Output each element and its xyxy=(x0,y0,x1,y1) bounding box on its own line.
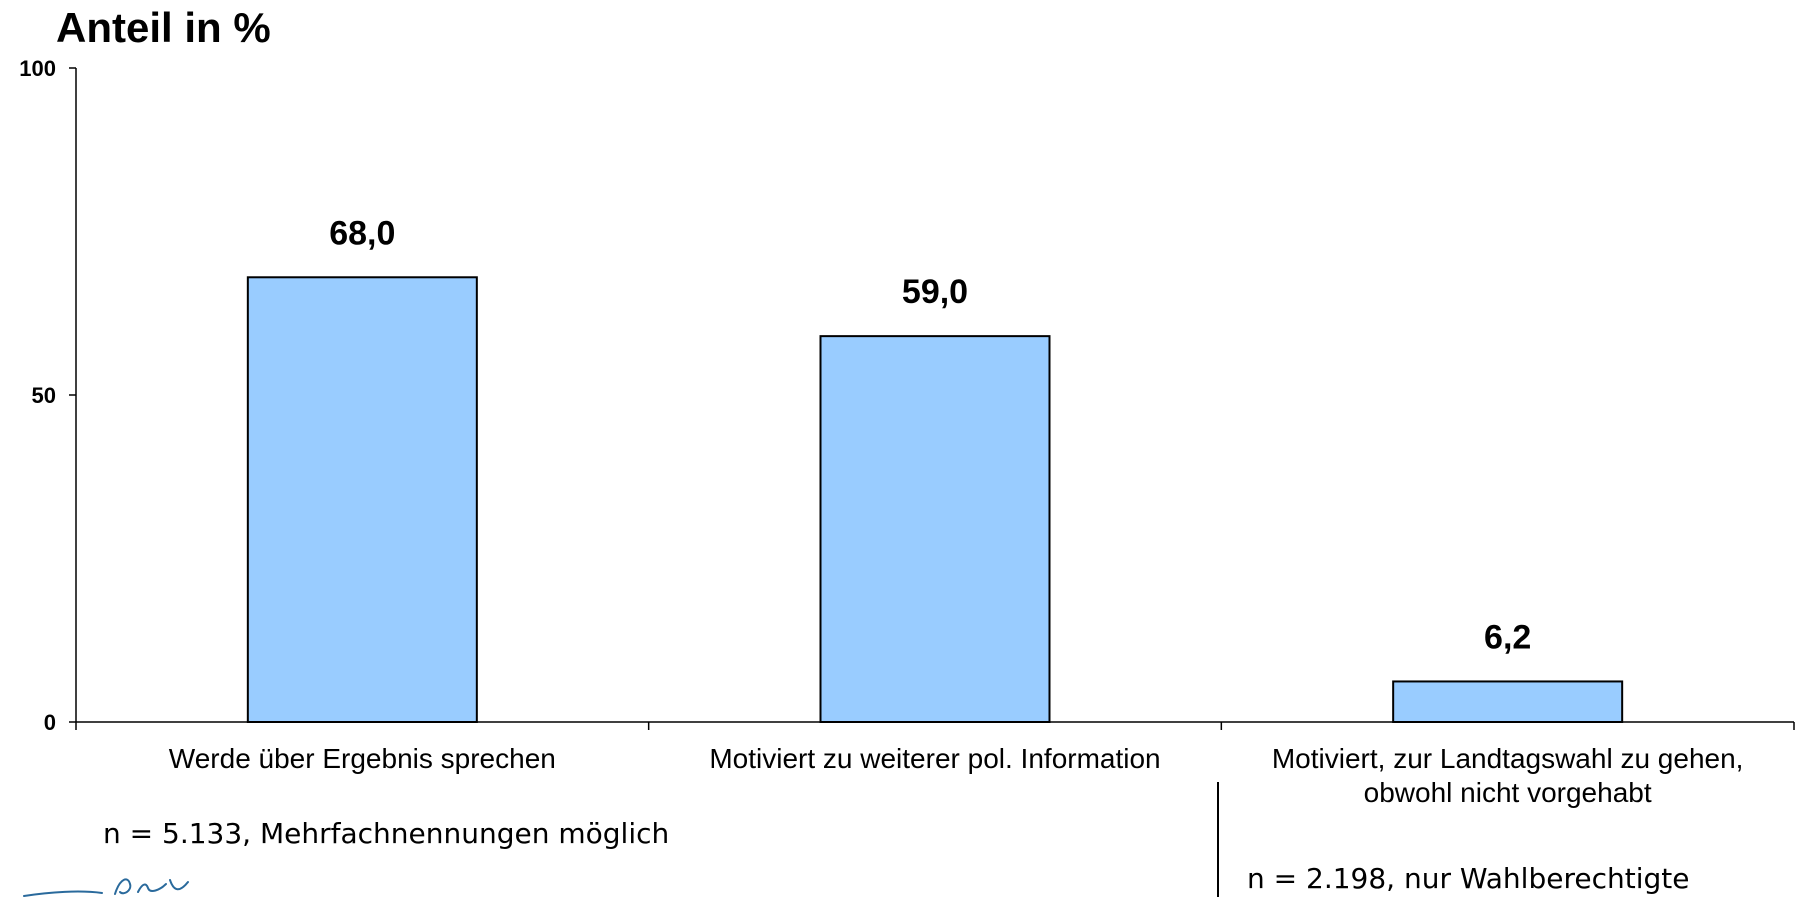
bar xyxy=(1392,680,1624,724)
bar-value-label: 68,0 xyxy=(329,214,395,252)
x-category-label: Motiviert zu weiterer pol. Information xyxy=(649,742,1222,776)
x-category-label: Werde über Ergebnis sprechen xyxy=(76,742,649,776)
x-category-label-line: Werde über Ergebnis sprechen xyxy=(168,743,556,774)
sample-size-note-left: n = 5.133, Mehrfachnennungen möglich xyxy=(103,817,670,850)
y-tick-label: 100 xyxy=(19,56,56,81)
x-category-label-line: Motiviert zu weiterer pol. Information xyxy=(709,743,1161,774)
bar xyxy=(819,335,1051,723)
x-category-label-line: Motiviert, zur Landtagswahl zu gehen, xyxy=(1271,743,1744,774)
x-category-label: Motiviert, zur Landtagswahl zu gehen, obw… xyxy=(1221,742,1794,810)
signature-logo-icon xyxy=(20,870,190,897)
sample-size-note-right: n = 2.198, nur Wahlberechtigte xyxy=(1247,862,1690,895)
chart-title: Anteil in % xyxy=(56,4,271,51)
y-tick-label: 0 xyxy=(44,710,56,735)
bar-value-label: 59,0 xyxy=(902,273,968,311)
notes-divider xyxy=(1217,782,1219,897)
bar-value-label: 6,2 xyxy=(1484,618,1531,656)
x-category-label-line: obwohl nicht vorgehabt xyxy=(1363,777,1652,808)
y-tick-label: 50 xyxy=(32,383,56,408)
bar xyxy=(246,276,478,723)
